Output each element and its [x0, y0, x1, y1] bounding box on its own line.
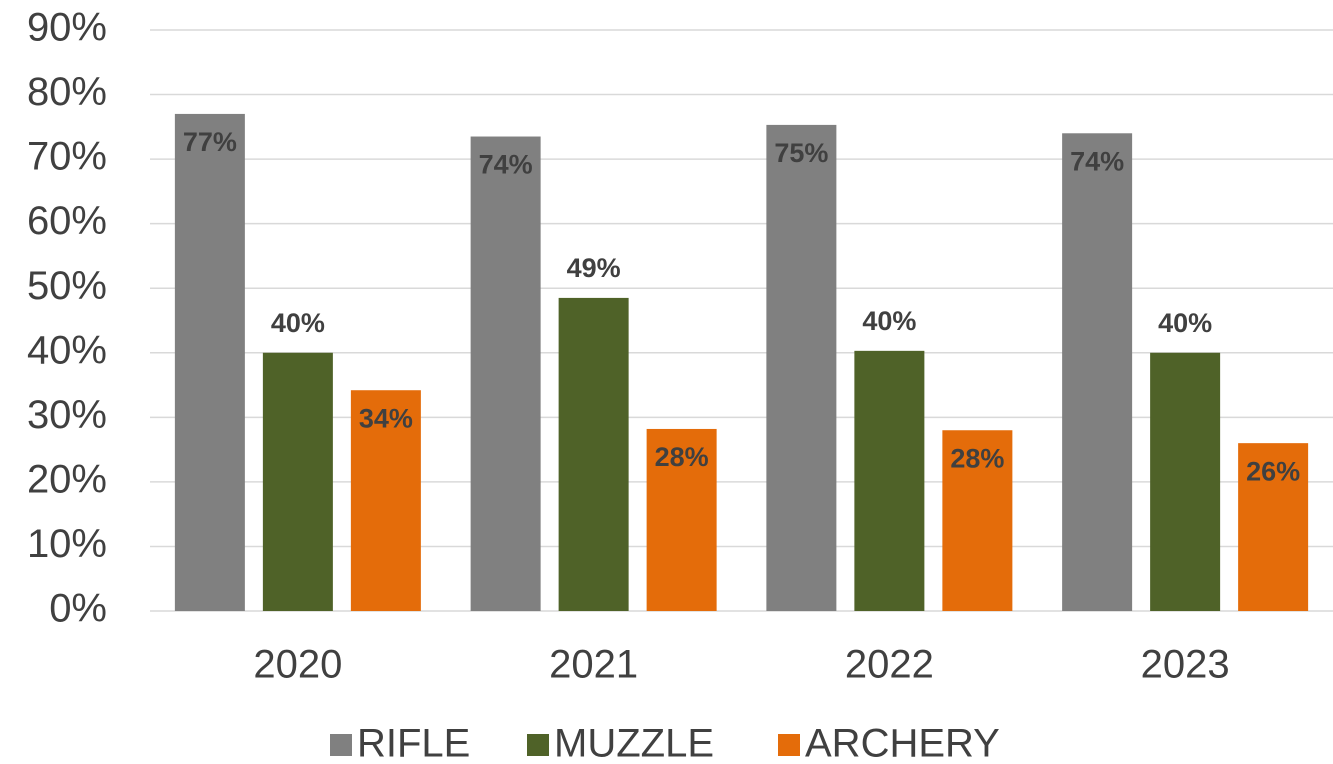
data-label: 34%: [359, 403, 413, 433]
data-label: 26%: [1246, 456, 1300, 486]
data-label: 75%: [774, 138, 828, 168]
bar: [470, 136, 541, 611]
y-tick-label: 40%: [27, 328, 107, 372]
y-tick-label: 80%: [27, 70, 107, 114]
y-tick-label: 20%: [27, 457, 107, 501]
data-label: 49%: [567, 253, 621, 283]
bar: [350, 390, 421, 611]
data-label: 40%: [862, 306, 916, 336]
y-tick-label: 70%: [27, 135, 107, 179]
legend-swatch: [778, 734, 800, 756]
bar: [1238, 443, 1309, 611]
bar: [646, 428, 717, 611]
bar: [1062, 133, 1133, 612]
legend-label: RIFLE: [357, 722, 470, 764]
bar: [854, 350, 925, 611]
bar: [174, 113, 245, 611]
bar: [942, 430, 1013, 611]
y-tick-label: 0%: [49, 587, 107, 631]
y-tick-label: 50%: [27, 264, 107, 308]
y-tick-label: 60%: [27, 199, 107, 243]
bar: [558, 297, 629, 611]
y-tick-label: 90%: [27, 6, 107, 50]
bar: [1150, 352, 1221, 611]
data-label: 40%: [1158, 308, 1212, 338]
legend-label: MUZZLE: [554, 722, 714, 764]
legend-swatch: [527, 734, 549, 756]
x-tick-label: 2021: [549, 643, 638, 687]
x-tick-label: 2022: [845, 643, 934, 687]
legend-label: ARCHERY: [805, 722, 1000, 764]
data-label: 28%: [655, 442, 709, 472]
bar: [262, 352, 333, 611]
y-tick-label: 30%: [27, 393, 107, 437]
y-tick-label: 10%: [27, 522, 107, 566]
data-label: 74%: [479, 150, 533, 180]
x-tick-label: 2023: [1141, 643, 1230, 687]
data-label: 77%: [183, 127, 237, 157]
x-tick-label: 2020: [253, 643, 342, 687]
data-label: 74%: [1070, 146, 1124, 176]
data-label: 40%: [271, 308, 325, 338]
bar: [766, 124, 837, 611]
legend-swatch: [330, 734, 352, 756]
data-label: 28%: [950, 443, 1004, 473]
